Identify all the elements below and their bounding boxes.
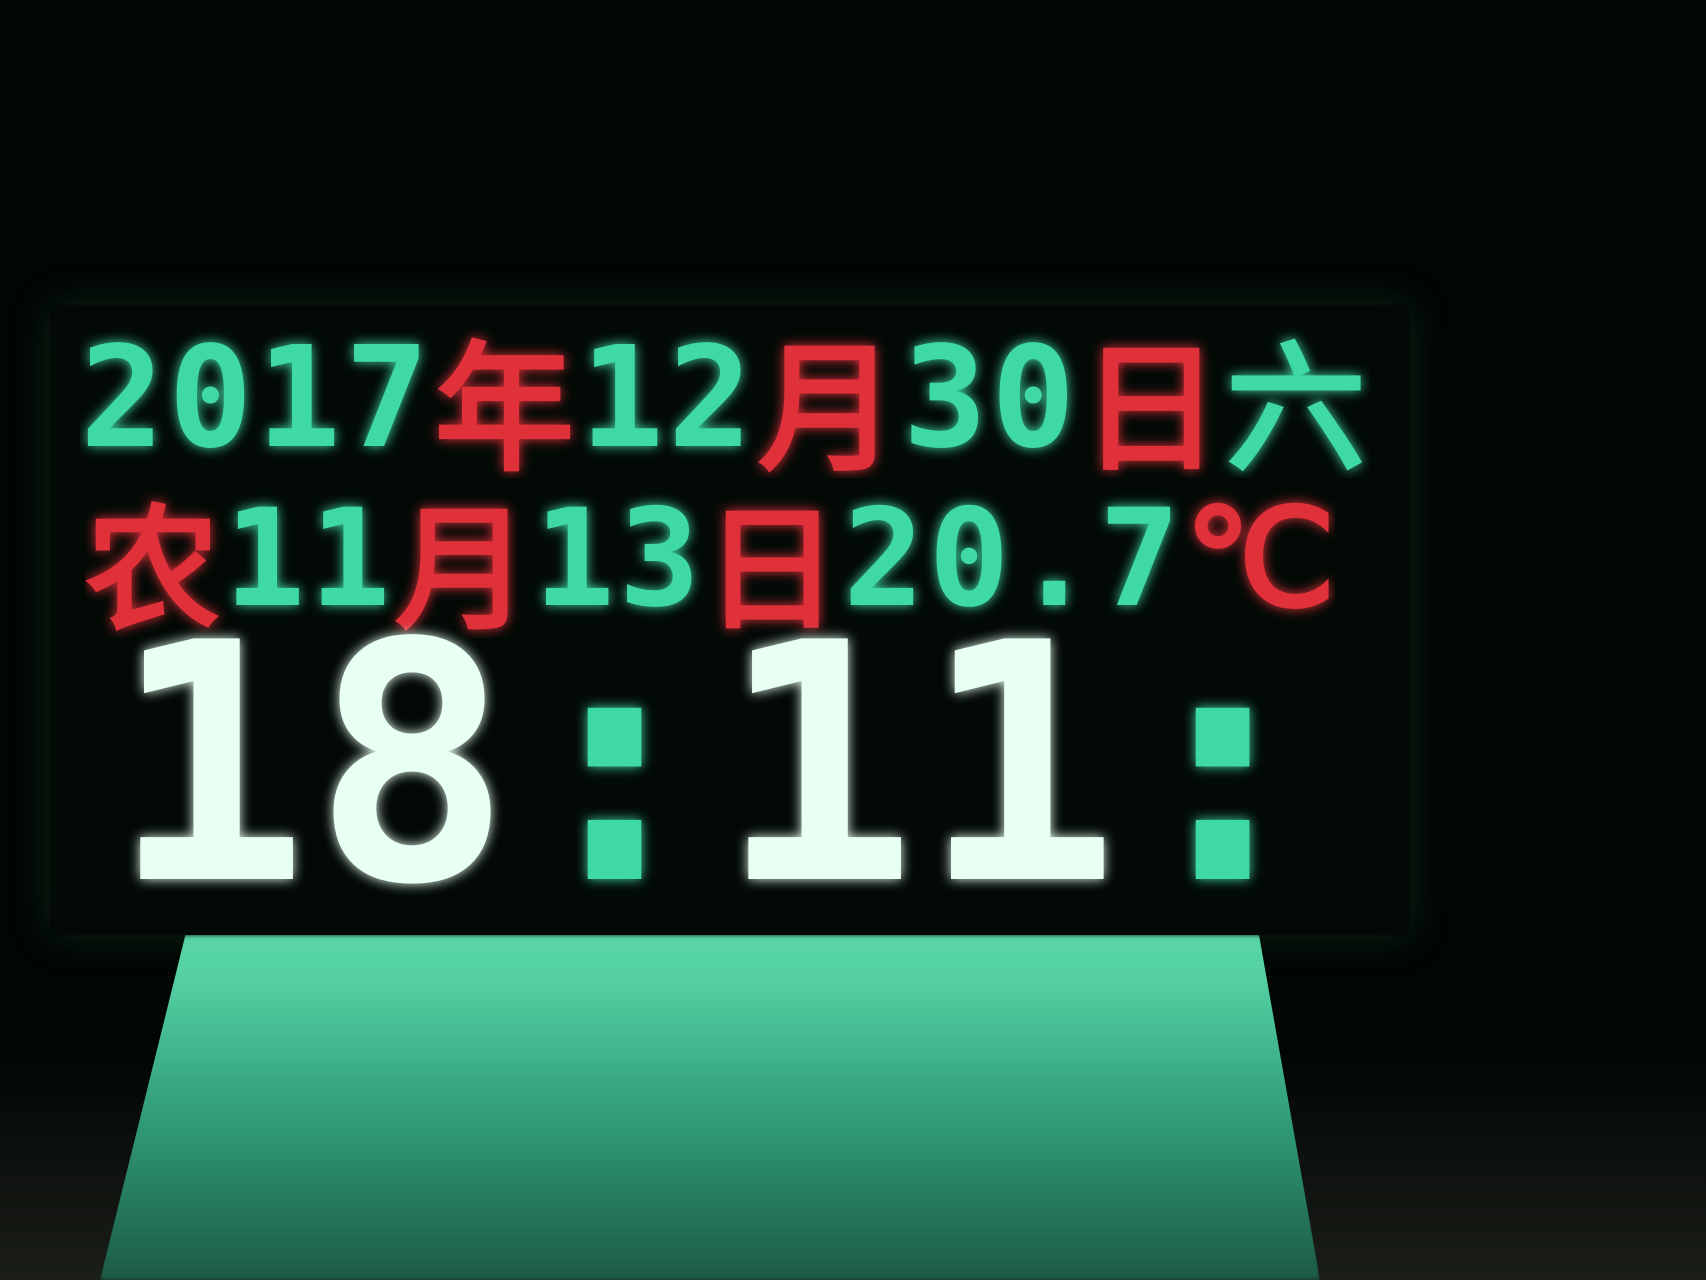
led-text: 13	[533, 479, 705, 637]
led-text: 年	[434, 329, 579, 478]
led-text: :	[1123, 600, 1320, 930]
led-text: 农	[85, 492, 224, 638]
led-text: 六	[1225, 329, 1370, 478]
led-text: 月	[394, 492, 534, 638]
date-line: 2017 年 12 月 30 日六	[80, 318, 1370, 478]
led-text: ℃	[1184, 479, 1335, 637]
led-text: 12	[579, 318, 757, 478]
time-line: 18:11:56	[110, 600, 1320, 930]
led-panel	[50, 305, 1410, 935]
led-text: 月	[757, 329, 902, 478]
led-text: 20.7	[843, 479, 1185, 637]
light-reflection	[100, 935, 1320, 1280]
led-text: 日	[704, 492, 844, 638]
led-text: 11	[718, 600, 1124, 930]
led-text: 11	[224, 479, 395, 637]
lunar-temperature-line: 农 11 月 13 日 20.7 ℃	[85, 478, 1335, 639]
led-text: 30	[902, 318, 1080, 478]
led-text: 2017	[80, 318, 434, 478]
led-text: 日	[1080, 329, 1225, 478]
led-text: :	[515, 600, 719, 930]
led-text: 18	[110, 600, 516, 930]
